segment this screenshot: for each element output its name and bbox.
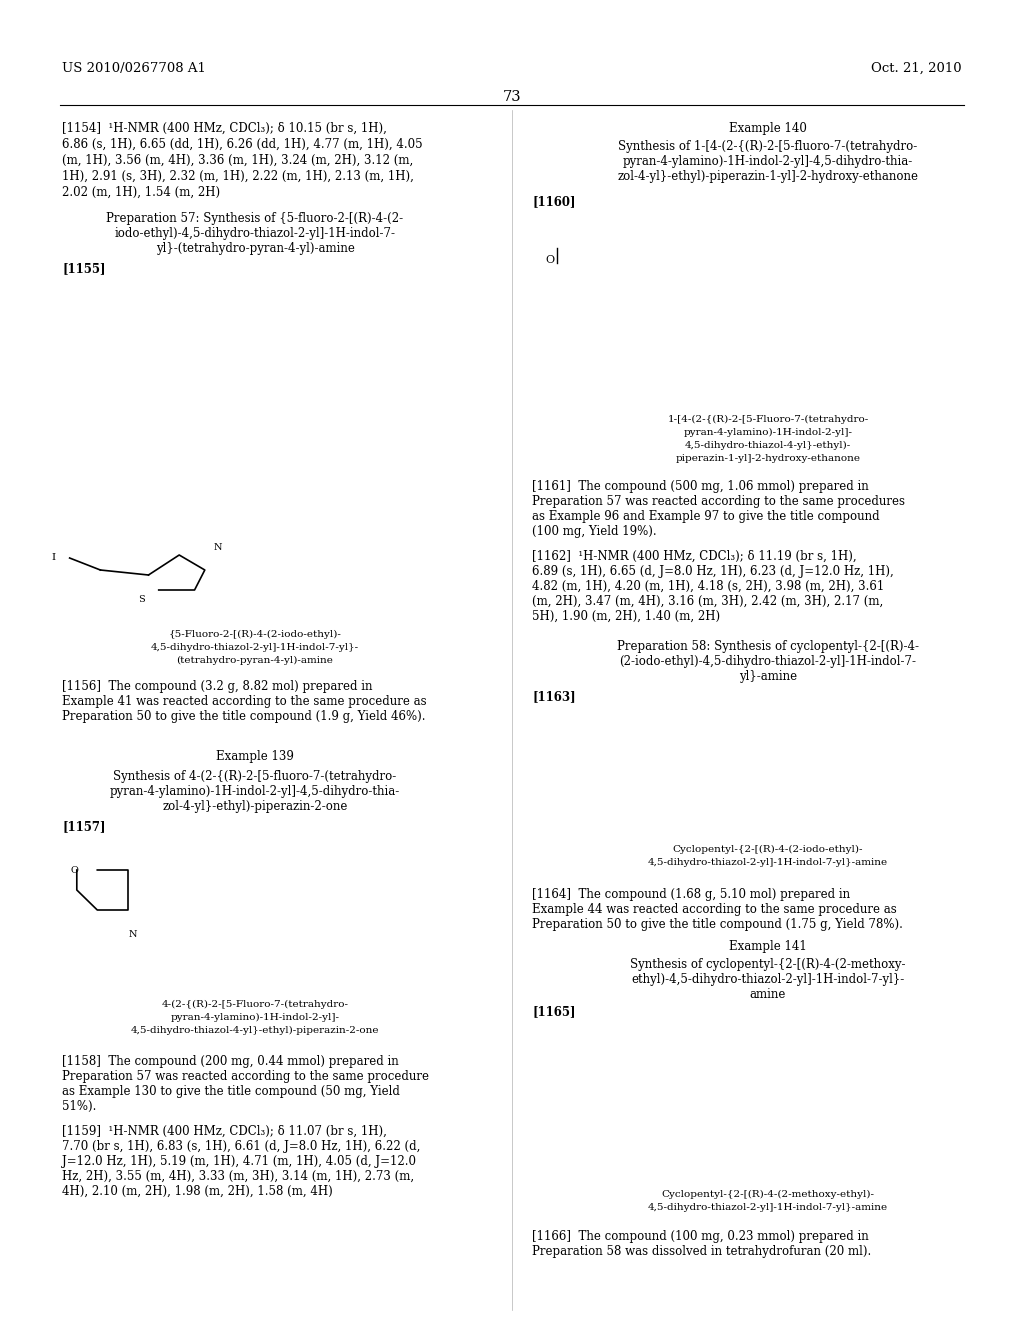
Text: yl}-(tetrahydro-pyran-4-yl)-amine: yl}-(tetrahydro-pyran-4-yl)-amine <box>156 242 354 255</box>
Text: pyran-4-ylamino)-1H-indol-2-yl]-: pyran-4-ylamino)-1H-indol-2-yl]- <box>171 1012 340 1022</box>
Text: (tetrahydro-pyran-4-yl)-amine: (tetrahydro-pyran-4-yl)-amine <box>176 656 334 665</box>
Text: N: N <box>129 931 137 939</box>
Text: Cyclopentyl-{2-[(R)-4-(2-methoxy-ethyl)-: Cyclopentyl-{2-[(R)-4-(2-methoxy-ethyl)- <box>662 1191 874 1199</box>
Text: [1155]: [1155] <box>62 261 105 275</box>
Text: Preparation 57: Synthesis of {5-fluoro-2-[(R)-4-(2-: Preparation 57: Synthesis of {5-fluoro-2… <box>106 213 403 224</box>
Text: [1162]  ¹H-NMR (400 HMz, CDCl₃); δ 11.19 (br s, 1H),
6.89 (s, 1H), 6.65 (d, J=8.: [1162] ¹H-NMR (400 HMz, CDCl₃); δ 11.19 … <box>532 550 894 623</box>
Text: Example 139: Example 139 <box>216 750 294 763</box>
Text: 6.86 (s, 1H), 6.65 (dd, 1H), 6.26 (dd, 1H), 4.77 (m, 1H), 4.05: 6.86 (s, 1H), 6.65 (dd, 1H), 6.26 (dd, 1… <box>62 139 423 150</box>
Text: zol-4-yl}-ethyl)-piperazin-2-one: zol-4-yl}-ethyl)-piperazin-2-one <box>163 800 348 813</box>
Text: [1164]  The compound (1.68 g, 5.10 mol) prepared in
Example 44 was reacted accor: [1164] The compound (1.68 g, 5.10 mol) p… <box>532 888 903 931</box>
Text: [1163]: [1163] <box>532 690 575 704</box>
Text: Synthesis of cyclopentyl-{2-[(R)-4-(2-methoxy-: Synthesis of cyclopentyl-{2-[(R)-4-(2-me… <box>630 958 906 972</box>
Text: [1161]  The compound (500 mg, 1.06 mmol) prepared in
Preparation 57 was reacted : [1161] The compound (500 mg, 1.06 mmol) … <box>532 480 905 539</box>
Text: Cyclopentyl-{2-[(R)-4-(2-iodo-ethyl)-: Cyclopentyl-{2-[(R)-4-(2-iodo-ethyl)- <box>673 845 863 854</box>
Text: Example 141: Example 141 <box>729 940 807 953</box>
Text: US 2010/0267708 A1: US 2010/0267708 A1 <box>62 62 206 75</box>
Text: Preparation 58: Synthesis of cyclopentyl-{2-[(R)-4-: Preparation 58: Synthesis of cyclopentyl… <box>617 640 919 653</box>
Text: 1-[4-(2-{(R)-2-[5-Fluoro-7-(tetrahydro-: 1-[4-(2-{(R)-2-[5-Fluoro-7-(tetrahydro- <box>668 414 868 424</box>
Text: [1154]  ¹H-NMR (400 HMz, CDCl₃); δ 10.15 (br s, 1H),: [1154] ¹H-NMR (400 HMz, CDCl₃); δ 10.15 … <box>62 121 387 135</box>
Text: [1160]: [1160] <box>532 195 575 209</box>
Text: 4,5-dihydro-thiazol-4-yl}-ethyl)-: 4,5-dihydro-thiazol-4-yl}-ethyl)- <box>685 441 851 450</box>
Text: iodo-ethyl)-4,5-dihydro-thiazol-2-yl]-1H-indol-7-: iodo-ethyl)-4,5-dihydro-thiazol-2-yl]-1H… <box>115 227 395 240</box>
Text: pyran-4-ylamino)-1H-indol-2-yl]-: pyran-4-ylamino)-1H-indol-2-yl]- <box>683 428 853 437</box>
Text: Synthesis of 1-[4-(2-{(R)-2-[5-fluoro-7-(tetrahydro-: Synthesis of 1-[4-(2-{(R)-2-[5-fluoro-7-… <box>618 140 918 153</box>
Text: 4,5-dihydro-thiazol-2-yl]-1H-indol-7-yl}-: 4,5-dihydro-thiazol-2-yl]-1H-indol-7-yl}… <box>151 643 359 652</box>
Text: I: I <box>51 553 55 562</box>
Text: [1157]: [1157] <box>62 820 105 833</box>
Text: 73: 73 <box>503 90 521 104</box>
Text: yl}-amine: yl}-amine <box>739 671 797 682</box>
Text: 4,5-dihydro-thiazol-2-yl]-1H-indol-7-yl}-amine: 4,5-dihydro-thiazol-2-yl]-1H-indol-7-yl}… <box>648 858 888 867</box>
Text: 2.02 (m, 1H), 1.54 (m, 2H): 2.02 (m, 1H), 1.54 (m, 2H) <box>62 186 220 199</box>
Text: 4,5-dihydro-thiazol-2-yl]-1H-indol-7-yl}-amine: 4,5-dihydro-thiazol-2-yl]-1H-indol-7-yl}… <box>648 1203 888 1212</box>
Text: Synthesis of 4-(2-{(R)-2-[5-fluoro-7-(tetrahydro-: Synthesis of 4-(2-{(R)-2-[5-fluoro-7-(te… <box>114 770 396 783</box>
Text: Example 140: Example 140 <box>729 121 807 135</box>
Text: piperazin-1-yl]-2-hydroxy-ethanone: piperazin-1-yl]-2-hydroxy-ethanone <box>676 454 860 463</box>
Text: pyran-4-ylamino)-1H-indol-2-yl]-4,5-dihydro-thia-: pyran-4-ylamino)-1H-indol-2-yl]-4,5-dihy… <box>623 154 913 168</box>
Text: (m, 1H), 3.56 (m, 4H), 3.36 (m, 1H), 3.24 (m, 2H), 3.12 (m,: (m, 1H), 3.56 (m, 4H), 3.36 (m, 1H), 3.2… <box>62 154 414 168</box>
Text: pyran-4-ylamino)-1H-indol-2-yl]-4,5-dihydro-thia-: pyran-4-ylamino)-1H-indol-2-yl]-4,5-dihy… <box>110 785 400 799</box>
Text: ethyl)-4,5-dihydro-thiazol-2-yl]-1H-indol-7-yl}-: ethyl)-4,5-dihydro-thiazol-2-yl]-1H-indo… <box>632 973 904 986</box>
Text: S: S <box>138 595 144 605</box>
Text: O: O <box>71 866 79 875</box>
Text: 1H), 2.91 (s, 3H), 2.32 (m, 1H), 2.22 (m, 1H), 2.13 (m, 1H),: 1H), 2.91 (s, 3H), 2.32 (m, 1H), 2.22 (m… <box>62 170 414 183</box>
Text: Oct. 21, 2010: Oct. 21, 2010 <box>871 62 962 75</box>
Text: [1166]  The compound (100 mg, 0.23 mmol) prepared in
Preparation 58 was dissolve: [1166] The compound (100 mg, 0.23 mmol) … <box>532 1230 871 1258</box>
Text: {5-Fluoro-2-[(R)-4-(2-iodo-ethyl)-: {5-Fluoro-2-[(R)-4-(2-iodo-ethyl)- <box>169 630 341 639</box>
Text: 4-(2-{(R)-2-[5-Fluoro-7-(tetrahydro-: 4-(2-{(R)-2-[5-Fluoro-7-(tetrahydro- <box>162 1001 348 1008</box>
Text: [1165]: [1165] <box>532 1005 575 1018</box>
Text: 4,5-dihydro-thiazol-4-yl}-ethyl)-piperazin-2-one: 4,5-dihydro-thiazol-4-yl}-ethyl)-piperaz… <box>131 1026 379 1035</box>
Text: [1156]  The compound (3.2 g, 8.82 mol) prepared in
Example 41 was reacted accord: [1156] The compound (3.2 g, 8.82 mol) pr… <box>62 680 427 723</box>
Text: [1158]  The compound (200 mg, 0.44 mmol) prepared in
Preparation 57 was reacted : [1158] The compound (200 mg, 0.44 mmol) … <box>62 1055 429 1113</box>
Text: N: N <box>214 543 222 552</box>
Text: amine: amine <box>750 987 786 1001</box>
Text: O: O <box>545 255 554 265</box>
Text: [1159]  ¹H-NMR (400 HMz, CDCl₃); δ 11.07 (br s, 1H),
7.70 (br s, 1H), 6.83 (s, 1: [1159] ¹H-NMR (400 HMz, CDCl₃); δ 11.07 … <box>62 1125 421 1199</box>
Text: zol-4-yl}-ethyl)-piperazin-1-yl]-2-hydroxy-ethanone: zol-4-yl}-ethyl)-piperazin-1-yl]-2-hydro… <box>617 170 919 183</box>
Text: (2-iodo-ethyl)-4,5-dihydro-thiazol-2-yl]-1H-indol-7-: (2-iodo-ethyl)-4,5-dihydro-thiazol-2-yl]… <box>620 655 916 668</box>
